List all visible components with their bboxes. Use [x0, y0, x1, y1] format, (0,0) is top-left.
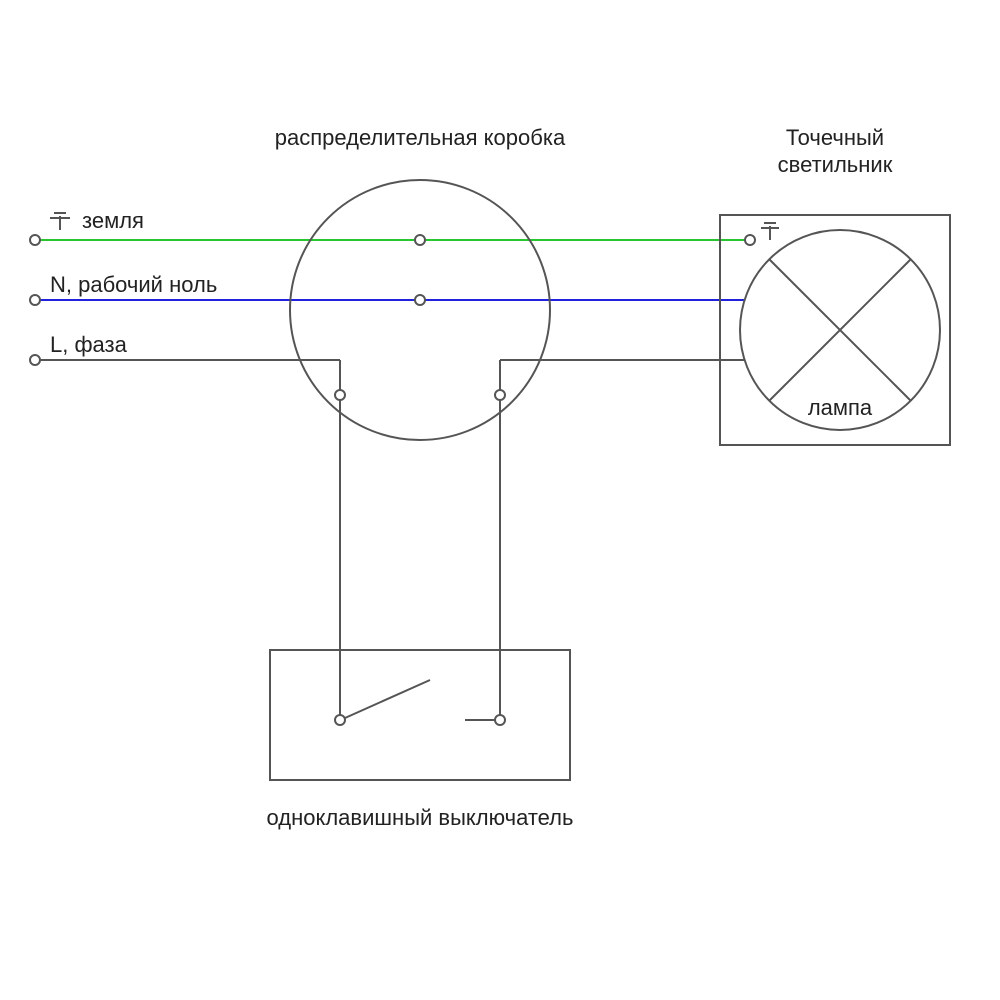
terminal-switch-left — [335, 715, 345, 725]
switch-label: одноклавишный выключатель — [267, 805, 574, 830]
terminal-phase-junction-left — [335, 390, 345, 400]
switch-arm — [345, 680, 430, 718]
terminal-switch-right — [495, 715, 505, 725]
junction-box-circle — [290, 180, 550, 440]
spotlight-label-line1: Точечный — [786, 125, 884, 150]
terminal-earth-lamp — [745, 235, 755, 245]
wiring-diagram: распределительная коробка Точечный свети… — [0, 0, 1000, 1000]
terminal-phase-junction-right — [495, 390, 505, 400]
junction-box-label: распределительная коробка — [275, 125, 566, 150]
earth-symbol-lamp — [761, 223, 779, 240]
earth-symbol-left — [50, 213, 70, 230]
terminal-neutral-origin — [30, 295, 40, 305]
phase-label: L, фаза — [50, 332, 128, 357]
terminal-phase-origin — [30, 355, 40, 365]
terminals — [30, 235, 755, 725]
lamp-label: лампа — [808, 395, 873, 420]
spotlight-label-line2: светильник — [778, 152, 893, 177]
earth-label: земля — [82, 208, 144, 233]
terminal-earth-junction — [415, 235, 425, 245]
switch-box — [270, 650, 570, 780]
terminal-neutral-junction — [415, 295, 425, 305]
terminal-earth-origin — [30, 235, 40, 245]
neutral-label: N, рабочий ноль — [50, 272, 217, 297]
